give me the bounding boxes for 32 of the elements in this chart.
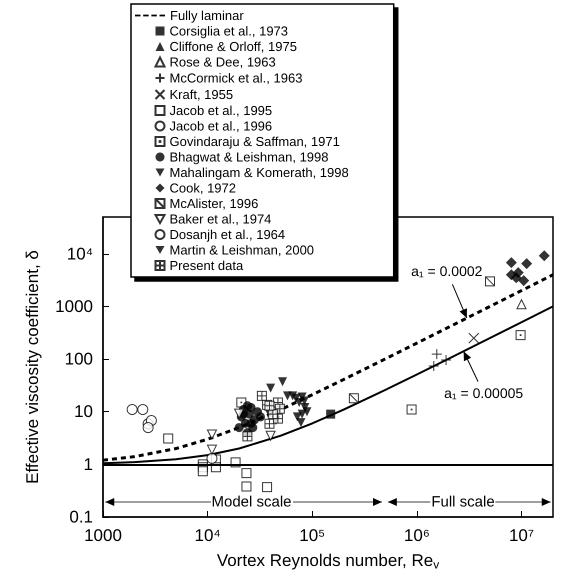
legend-label: Bhagwat & Leishman, 1998: [170, 150, 328, 164]
annotation: a₁ = 0.00005: [444, 385, 524, 402]
legend-label: McAlister, 1996: [170, 196, 258, 211]
legend-label: Cliffone & Orloff, 1975: [170, 39, 297, 54]
legend-label: Corsiglia et al., 1973: [170, 24, 288, 38]
legend-label: Kraft, 1955: [170, 87, 234, 102]
legend-label: Govindaraju & Saffman, 1971: [170, 134, 340, 149]
y-axis-title: Effective viscosity coefficient, δ: [23, 250, 42, 484]
x-tick-label: 10⁶: [404, 526, 430, 545]
x-tick-label: 10⁷: [508, 526, 534, 545]
legend-label: Fully laminar: [170, 8, 244, 23]
legend-label: Martin & Leishman, 2000: [170, 242, 314, 258]
annotation: a₁ = 0.0002: [411, 263, 482, 280]
y-tick-label: 100: [64, 350, 93, 369]
legend-label: Baker et al., 1974: [170, 212, 272, 226]
legend-label: Rose & Dee, 1963: [170, 54, 276, 70]
legend-label: Jacob et al., 1995: [170, 103, 272, 118]
x-tick-label: 10⁵: [299, 526, 326, 545]
y-tick-label: 10: [74, 402, 93, 422]
legend-label: Present data: [170, 258, 244, 273]
annotation: Full scale: [430, 494, 496, 510]
legend-label: McCormick et al., 1963: [170, 70, 302, 86]
legend-label: Dosanjh et al., 1964: [170, 227, 286, 242]
legend-label: Jacob et al., 1996: [170, 118, 272, 134]
annotation: Model scale: [210, 494, 293, 510]
legend-label: Cook, 1972: [170, 180, 236, 196]
x-tick-label: 10⁴: [194, 526, 221, 545]
y-tick-label: 10⁴: [66, 244, 93, 264]
y-tick-label: 1000: [55, 296, 93, 316]
legend-label: Mahalingam & Komerath, 1998: [170, 165, 349, 180]
y-tick-label: 1: [84, 454, 93, 474]
y-tick-label: 0.1: [69, 508, 93, 526]
